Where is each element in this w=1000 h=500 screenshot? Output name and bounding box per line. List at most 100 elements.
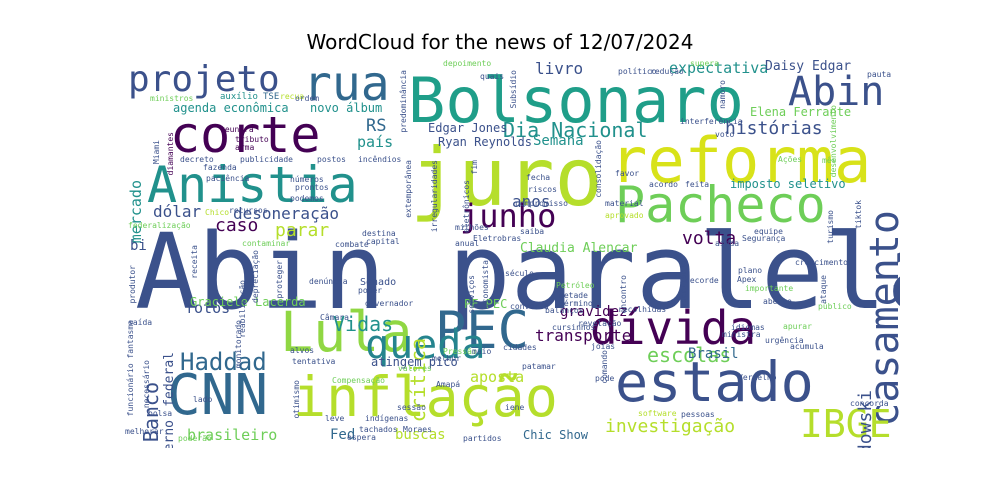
word-novo-album: novo álbum [310, 101, 383, 115]
word-acoes: Ações [778, 155, 803, 164]
word-urgencia: urgência [765, 336, 804, 345]
word-apurar: apurar [783, 322, 812, 331]
word-senado: Senado [360, 277, 397, 288]
word-abin-paralela: Abin paralela [135, 211, 900, 333]
word-volta: volta [682, 228, 737, 249]
word-apex: Apex [737, 275, 757, 284]
word-acumula: acumula [790, 342, 824, 351]
word-recursos: recursos [229, 206, 268, 215]
word-poderao: poderão [178, 434, 212, 443]
word-reducao: redução [650, 67, 684, 76]
word-poder: poder [358, 286, 383, 295]
word-estado: estado [615, 350, 814, 414]
word-dia-nacional: Dia Nacional [503, 118, 648, 142]
word-leve: leve [325, 414, 345, 423]
word-cidades: cidades [503, 343, 537, 352]
word-lula: Lula [280, 300, 413, 364]
word-plano: plano [738, 266, 763, 275]
word-turismo: turismo [826, 210, 835, 244]
word-fed: Fed [330, 427, 356, 443]
word-irregularidades: irregularidades [430, 160, 439, 233]
word-imposto-seletivo: imposto seletivo [730, 177, 846, 191]
word-miami: Miami [152, 140, 161, 165]
word-cursinhos: cursinhos [552, 323, 596, 332]
word-ministros: ministros [150, 94, 194, 103]
word-indigenas: indígenas [365, 414, 409, 423]
word-investigacao: investigação [605, 416, 736, 437]
word-rua: rua [303, 60, 390, 112]
word-importante: importante [745, 284, 794, 293]
word-publicidade: publicidade [240, 155, 293, 164]
word-sessao: sessão [397, 403, 426, 412]
word-milhoes: milhões [455, 223, 489, 232]
word-reforma: reforma [610, 124, 872, 197]
word-decreto: decreto [180, 155, 214, 164]
word-anual: anual [455, 239, 480, 248]
word-recolhidas: recolhidas [618, 305, 667, 314]
word-eletronicos: eletrônicos [462, 180, 471, 233]
word-depoimento: depoimento [443, 60, 492, 68]
word-expectativa: expectativa [669, 60, 769, 77]
word-podemos: podemos [290, 194, 324, 203]
word-revelacao: revelação [578, 319, 622, 328]
word-brasileiro: brasileiro [187, 426, 278, 444]
word-seculo: século [505, 269, 534, 278]
word-reunira: reunirá [220, 125, 254, 134]
word-predominancia: predominância [399, 70, 408, 133]
word-balancos: balanços [545, 306, 584, 315]
word-divida: dívida [590, 301, 757, 355]
word-pressao: Pressão [443, 347, 477, 356]
word-pec: PEC [435, 301, 529, 361]
word-ministra: ministra [722, 330, 761, 339]
word-junho: junho [460, 197, 557, 235]
word-arma: arma [235, 143, 255, 152]
word-pauta: pauta [867, 70, 892, 79]
word-governador: governador [365, 299, 414, 308]
word-voto: voto [715, 130, 735, 139]
word-elena-ferrante: Elena Ferrante [750, 105, 852, 119]
word-graciele-lacerda: Graciele Lacerda [190, 295, 306, 309]
word-pode: pode [595, 374, 615, 383]
word-contaminar: contaminar [242, 239, 291, 248]
word-riscos: riscos [528, 185, 557, 194]
word-crescimento: crescimento [795, 258, 848, 267]
word-anos: anos [512, 192, 551, 211]
word-maio: maio [472, 347, 492, 356]
word-destina: destina [362, 229, 396, 238]
word-encontro: encontro [619, 275, 628, 314]
word-anistia: Anistia [147, 156, 358, 214]
word-publico: público [818, 302, 852, 311]
word-bolsonaro: Bolsonaro [408, 64, 744, 137]
word-melhor: melhor [432, 354, 461, 363]
word-proteger: proteger [275, 260, 284, 299]
word-material: material [605, 199, 644, 208]
word-seguranca: Segurança [742, 234, 786, 243]
word-partidos: partidos [463, 434, 502, 443]
word-termino: término [559, 299, 593, 308]
word-claudia-alencar: Claudia Alencar [520, 241, 638, 256]
chart-title: WordCloud for the news of 12/07/2024 [306, 30, 694, 54]
word-valores: valores [398, 364, 432, 373]
word-alvos: alvos [290, 346, 315, 355]
word-paciencia: paciência [206, 174, 250, 183]
word-transporte: transporte [535, 326, 632, 345]
word-ryan-reynolds: Ryan Reynolds [438, 135, 532, 149]
word-mes: mês [822, 156, 837, 165]
word-servicos: serviços [467, 275, 476, 314]
word-daisy-edgar: Daisy Edgar [765, 60, 852, 74]
word-bolsa: bolsa [148, 409, 173, 418]
word-projeto: projeto [128, 60, 280, 100]
word-extemporanea: extemporânea [404, 160, 413, 218]
word-eletrobras: Eletrobras [473, 234, 522, 243]
word-supera: supera [690, 60, 719, 68]
word-vidas: Vidas [333, 312, 394, 336]
word-caso: caso [215, 215, 259, 236]
word-subsidio: Subsídio [509, 70, 518, 109]
word-aposta: aposta [470, 368, 525, 386]
word-saiba: saiba [520, 227, 545, 236]
word-feita: feita [685, 180, 710, 189]
word-petroleo: Petróleo [556, 281, 595, 290]
word-saida: saída [128, 318, 153, 327]
word-patamar: patamar [522, 362, 556, 371]
word-combate: combate [335, 240, 369, 249]
